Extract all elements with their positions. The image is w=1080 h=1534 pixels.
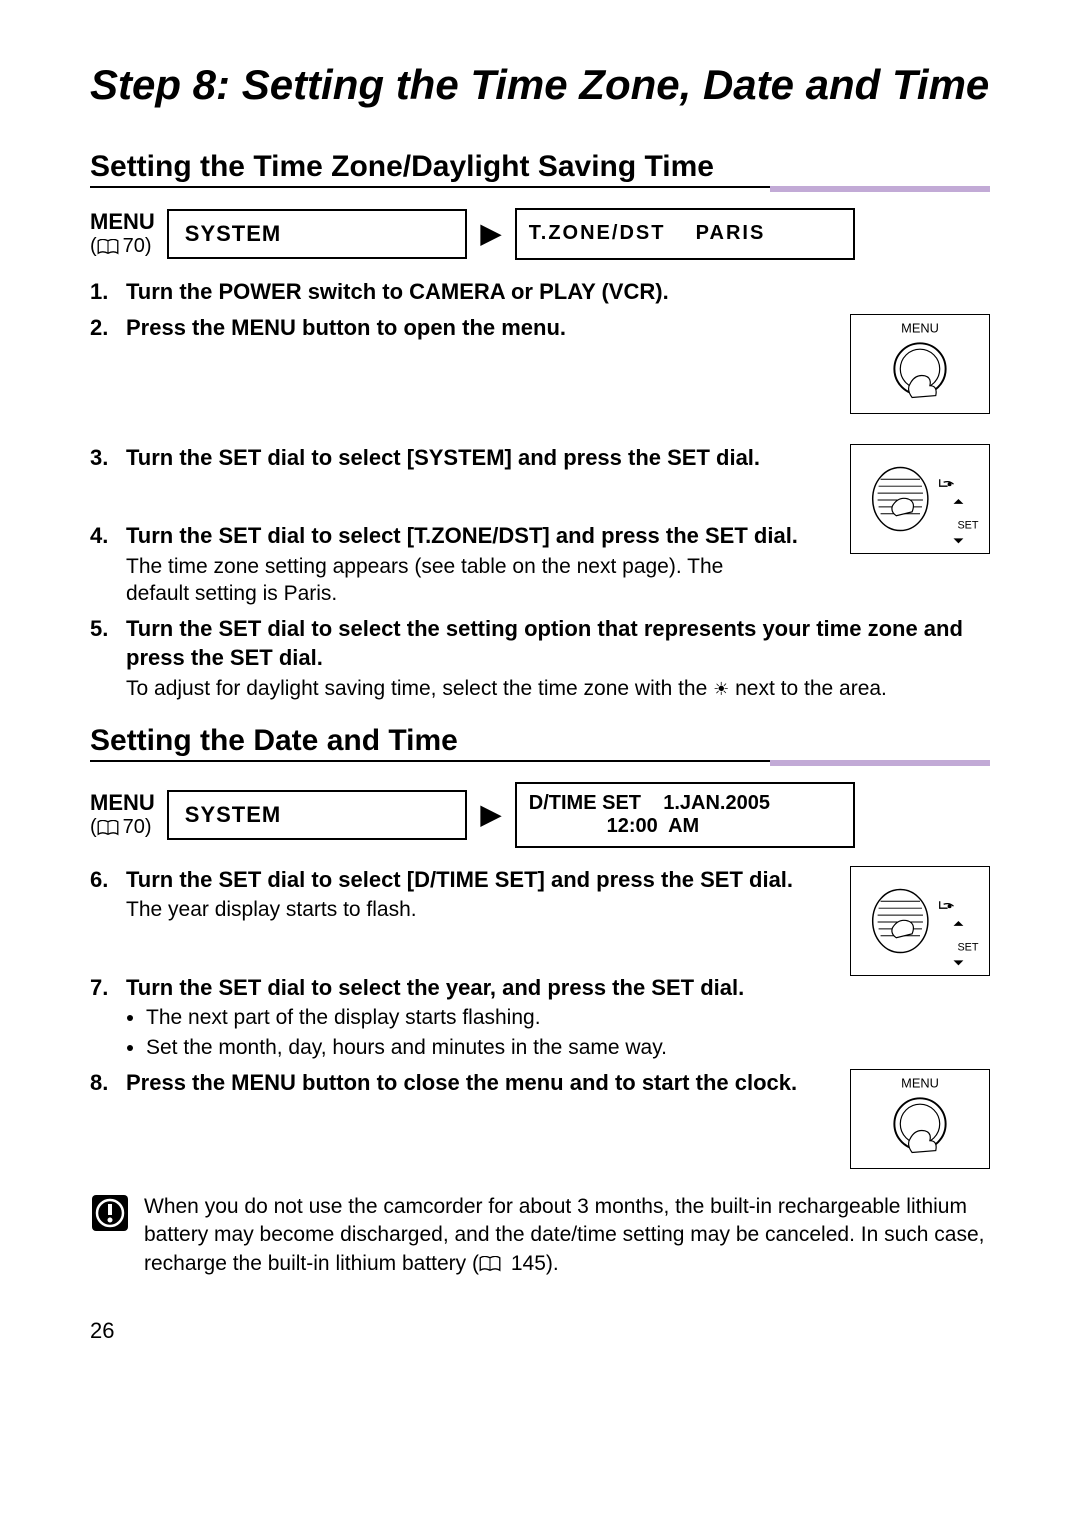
step-1: Turn the POWER switch to CAMERA or PLAY … [90,278,990,307]
set-dial-figure-2: SET [850,866,990,976]
menu-fig-label: MENU [901,321,939,336]
dtime-result-box: D/TIME SET 1.JAN.2005 12:00 AM [515,782,855,848]
svg-text:SET: SET [957,941,978,953]
menu-page-ref: (70) [90,235,155,258]
svg-text:MENU: MENU [901,1075,939,1090]
step-2: Press the MENU button to open the menu. … [90,314,990,414]
book-icon [97,239,119,255]
arrow-icon: ▶ [479,218,503,249]
page-number: 26 [90,1318,990,1344]
accent-bar [770,186,990,192]
warning-note: When you do not use the camcorder for ab… [90,1193,990,1278]
menu-label: MENU [90,790,155,816]
arrow-icon: ▶ [479,799,503,830]
accent-bar [770,760,990,766]
menu-page-ref: (70) [90,816,155,839]
menu-path-row-1: MENU (70) SYSTEM ▶ T.ZONE/DST PARIS [90,208,990,260]
section-heading-datetime: Setting the Date and Time [90,724,990,762]
warning-icon [90,1193,130,1233]
step-7-bullet-1: The next part of the display starts flas… [146,1004,990,1031]
step-4: Turn the SET dial to select [T.ZONE/DST]… [90,522,990,607]
book-icon [97,820,119,836]
system-box: SYSTEM [167,209,467,259]
step-6: Turn the SET dial to select [D/TIME SET]… [90,866,990,976]
page-title: Step 8: Setting the Time Zone, Date and … [90,60,990,110]
menu-button-figure: MENU [850,314,990,414]
menu-path-row-2: MENU (70) SYSTEM ▶ D/TIME SET 1.JAN.2005… [90,782,990,848]
menu-button-figure-2: MENU [850,1069,990,1169]
system-box: SYSTEM [167,790,467,840]
step-7-bullet-2: Set the month, day, hours and minutes in… [146,1034,990,1061]
step-5: Turn the SET dial to select the setting … [90,615,990,701]
sun-icon: ☀ [713,679,729,699]
step-7: Turn the SET dial to select the year, an… [90,974,990,1061]
step-8: Press the MENU button to close the menu … [90,1069,990,1169]
tzone-result-box: T.ZONE/DST PARIS [515,208,855,260]
menu-label: MENU [90,209,155,235]
section-heading-timezone: Setting the Time Zone/Daylight Saving Ti… [90,150,990,188]
book-icon [479,1256,501,1272]
